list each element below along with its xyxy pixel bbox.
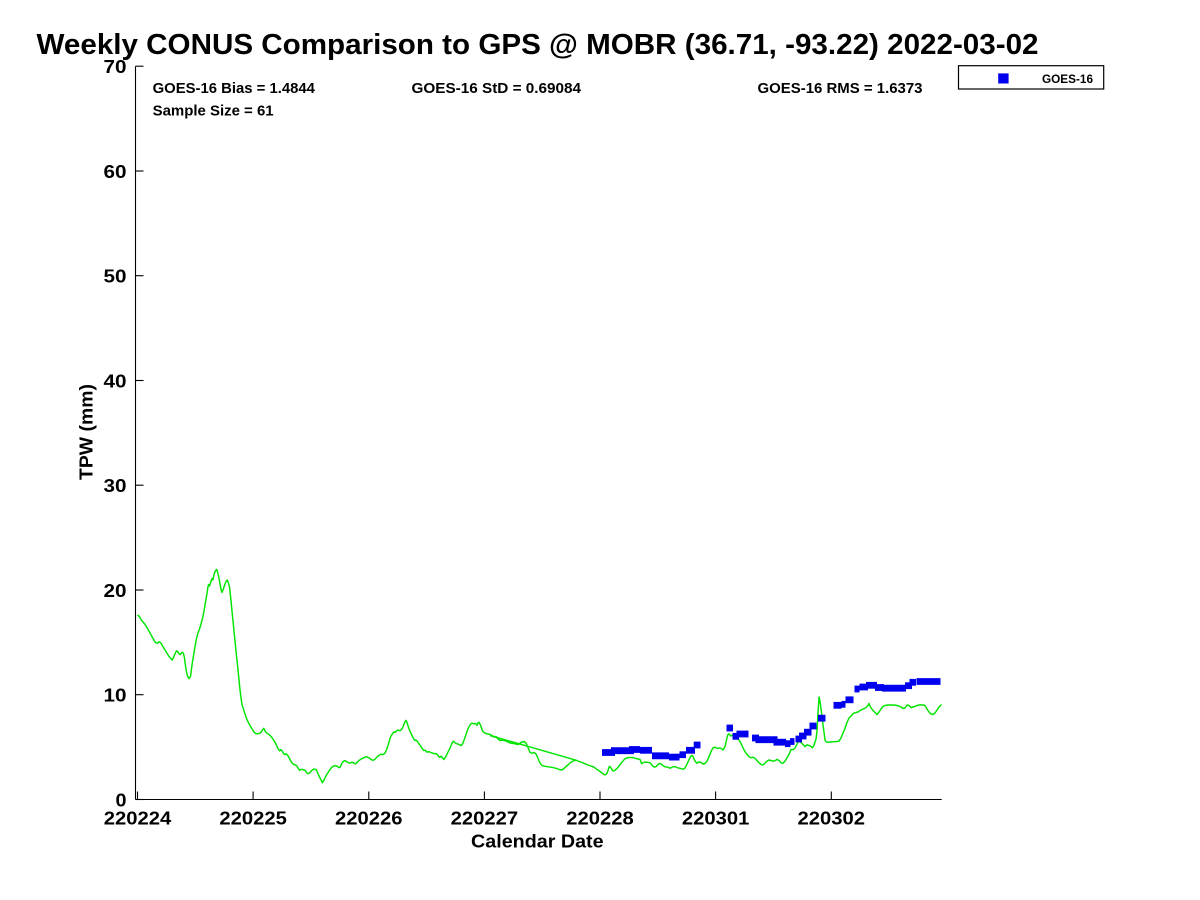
svg-text:220225: 220225 (219, 808, 287, 828)
svg-text:20: 20 (104, 581, 127, 601)
svg-text:40: 40 (104, 372, 127, 392)
svg-text:10: 10 (104, 686, 127, 706)
svg-text:GOES-16: GOES-16 (1042, 72, 1093, 86)
svg-text:GOES-16 RMS = 1.6373: GOES-16 RMS = 1.6373 (758, 81, 923, 97)
svg-text:30: 30 (104, 476, 127, 496)
svg-text:220302: 220302 (798, 808, 866, 828)
svg-text:0: 0 (116, 791, 127, 811)
svg-text:60: 60 (104, 162, 127, 182)
svg-text:220228: 220228 (566, 808, 634, 828)
svg-text:TPW (mm): TPW (mm) (76, 384, 96, 480)
svg-text:GOES-16 Bias = 1.4844: GOES-16 Bias = 1.4844 (153, 81, 315, 97)
svg-text:220224: 220224 (104, 808, 172, 828)
svg-text:70: 70 (104, 57, 127, 77)
svg-text:50: 50 (104, 267, 127, 287)
svg-text:Sample Size = 61: Sample Size = 61 (153, 103, 274, 119)
svg-text:GOES-16 StD = 0.69084: GOES-16 StD = 0.69084 (412, 81, 582, 97)
svg-text:220301: 220301 (682, 808, 750, 828)
svg-text:Calendar Date: Calendar Date (471, 831, 604, 852)
svg-text:Weekly CONUS Comparison to GPS: Weekly CONUS Comparison to GPS @ MOBR (3… (37, 29, 1039, 61)
svg-text:220226: 220226 (335, 808, 403, 828)
svg-text:220227: 220227 (451, 808, 519, 828)
